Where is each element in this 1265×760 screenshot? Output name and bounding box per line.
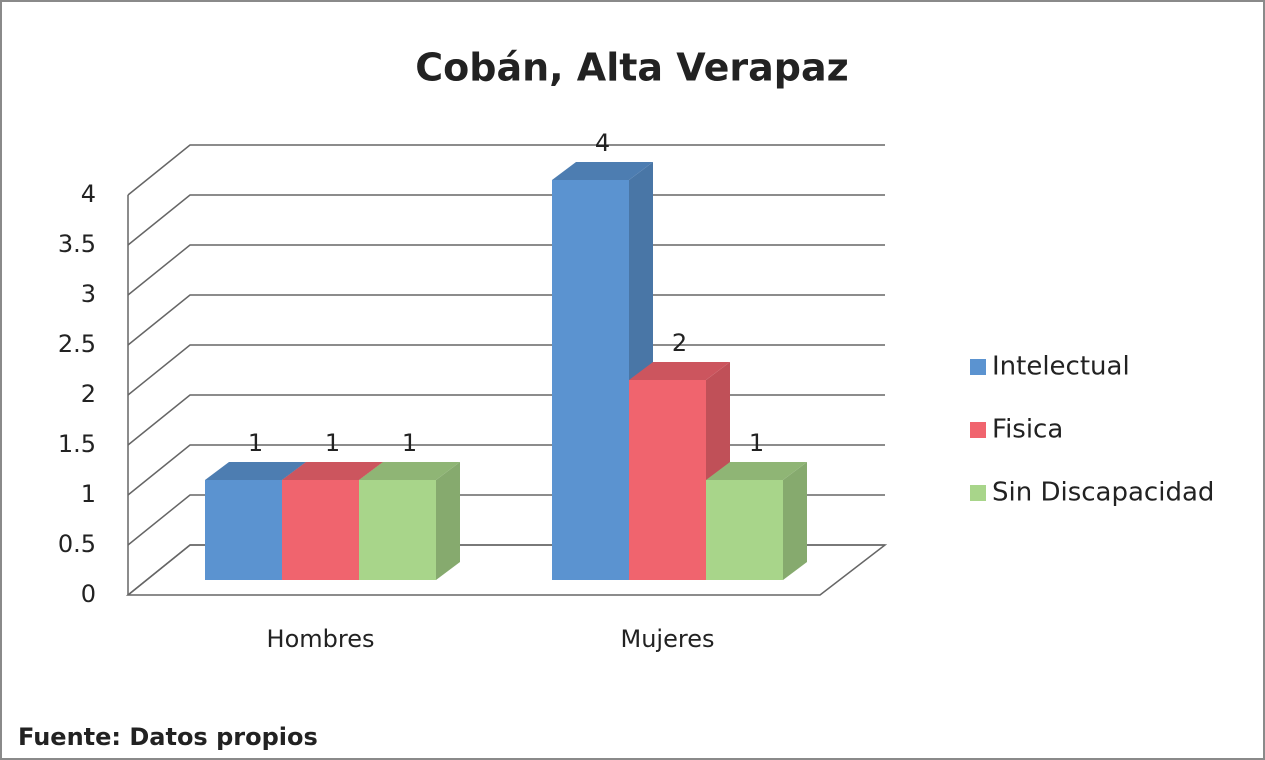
legend-swatch bbox=[970, 359, 986, 375]
bar-side bbox=[783, 462, 807, 580]
grid-line bbox=[127, 244, 885, 296]
grid-line bbox=[127, 144, 885, 196]
source-note: Fuente: Datos propios bbox=[18, 723, 318, 751]
data-label: 4 bbox=[595, 129, 610, 157]
y-tick-label: 0.5 bbox=[58, 530, 96, 558]
bar-top bbox=[205, 462, 306, 480]
y-tick-label: 2 bbox=[81, 380, 96, 408]
chart-title: Cobán, Alta Verapaz bbox=[415, 46, 848, 90]
y-tick-label: 0 bbox=[81, 580, 96, 608]
bar-front bbox=[205, 480, 282, 580]
x-tick-label: Hombres bbox=[267, 625, 375, 653]
y-tick-label: 3.5 bbox=[58, 230, 96, 258]
bar bbox=[706, 462, 807, 580]
grid-line bbox=[127, 294, 885, 346]
bar bbox=[359, 462, 460, 580]
y-tick-label: 3 bbox=[81, 280, 96, 308]
bar-top bbox=[552, 162, 653, 180]
bar-front bbox=[282, 480, 359, 580]
bar-front bbox=[629, 380, 706, 580]
bar-top bbox=[706, 462, 807, 480]
data-label: 1 bbox=[248, 429, 263, 457]
grid-line bbox=[127, 344, 885, 396]
y-tick-label: 4 bbox=[81, 180, 96, 208]
legend-swatch bbox=[970, 422, 986, 438]
bar-side bbox=[436, 462, 460, 580]
y-tick-label: 1 bbox=[81, 480, 96, 508]
data-label: 2 bbox=[672, 329, 687, 357]
x-tick-label: Mujeres bbox=[621, 625, 715, 653]
y-tick-label: 1.5 bbox=[58, 430, 96, 458]
y-tick-label: 2.5 bbox=[58, 330, 96, 358]
legend-swatch bbox=[970, 485, 986, 501]
bar-front bbox=[552, 180, 629, 580]
bar-top bbox=[282, 462, 383, 480]
legend-label: Intelectual bbox=[992, 352, 1130, 382]
legend-label: Fisica bbox=[992, 415, 1063, 445]
bar-top bbox=[359, 462, 460, 480]
data-label: 1 bbox=[325, 429, 340, 457]
bar-front bbox=[706, 480, 783, 580]
grid-line bbox=[127, 194, 885, 246]
bar-front bbox=[359, 480, 436, 580]
bar-top bbox=[629, 362, 730, 380]
data-label: 1 bbox=[749, 429, 764, 457]
legend-label: Sin Discapacidad bbox=[992, 478, 1214, 508]
data-label: 1 bbox=[402, 429, 417, 457]
